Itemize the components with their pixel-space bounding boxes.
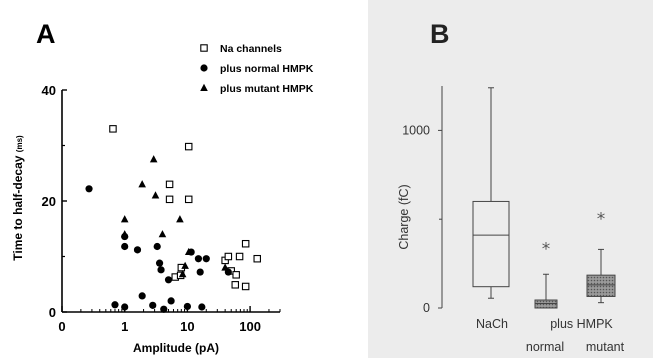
panel-a-letter: A (36, 19, 56, 49)
b-y-tick-label: 0 (423, 301, 430, 315)
legend-label: Na channels (220, 43, 282, 55)
data-point-filled-triangle (151, 191, 160, 199)
x-tick-label: 100 (239, 319, 261, 334)
legend-marker-filled-triangle (200, 83, 208, 91)
data-point-filled-circle (85, 185, 93, 193)
data-point-filled-triangle (184, 247, 193, 256)
data-point-filled-circle (149, 301, 157, 309)
data-point-open-square (241, 282, 250, 291)
data-point-open-square (184, 195, 193, 204)
data-point-open-square (184, 142, 193, 151)
b-category-label: NaCh (476, 317, 508, 331)
x-axis-label: Amplitude (pA) (133, 341, 219, 355)
y-tick-label: 0 (49, 305, 56, 320)
data-point-open-square (253, 254, 261, 263)
data-point-open-square (231, 281, 240, 289)
data-point-filled-circle (160, 305, 168, 313)
box-chart-b: B 0 1000 Charge (fC) * * NaCh plus HMPK normal mu… (397, 19, 625, 354)
data-point-filled-triangle (176, 215, 184, 223)
data-point-filled-circle (155, 259, 164, 267)
scatter-chart-a: A 0 20 40 0 1 10 100 Amplitude (pA) Time to half-… (11, 19, 314, 355)
b-category-label: normal (526, 340, 564, 354)
box-outlier-star: * (597, 209, 606, 229)
b-y-tick-label: 1000 (402, 123, 430, 137)
data-point-filled-triangle (149, 155, 158, 163)
b-group-label: plus HMPK (550, 317, 613, 331)
data-point-filled-circle (138, 292, 146, 300)
legend-label: plus mutant HMPK (220, 83, 314, 95)
x-tick-label: 0 (58, 319, 65, 334)
data-point-filled-circle (183, 302, 191, 311)
data-point-filled-triangle (120, 230, 129, 238)
data-point-filled-triangle (138, 180, 146, 188)
panel-b-letter: B (430, 19, 450, 49)
data-point-filled-circle (164, 276, 173, 284)
y-axis-label: Time to half-decay (ms) (11, 135, 25, 261)
panel-b-background (368, 0, 653, 358)
x-tick-label: 10 (180, 319, 194, 334)
data-point-open-square (109, 125, 117, 133)
data-point-filled-circle (194, 255, 203, 263)
data-point-filled-circle (202, 255, 210, 263)
data-point-filled-circle (121, 303, 129, 311)
data-point-open-square (235, 252, 244, 261)
box-outlier-star: * (542, 240, 551, 260)
data-point-filled-circle (198, 303, 206, 311)
legend-marker-filled-circle (200, 64, 208, 72)
data-point-filled-circle (111, 301, 119, 309)
data-point-open-square (165, 180, 174, 189)
data-point-open-square (165, 195, 174, 204)
legend-marker-open-square (200, 44, 208, 52)
data-point-open-square (224, 252, 233, 261)
box-iqr (472, 200, 510, 288)
data-point-filled-circle (196, 268, 204, 276)
data-point-filled-triangle (221, 263, 229, 271)
data-point-filled-circle (167, 297, 175, 305)
legend-label: plus normal HMPK (220, 63, 314, 75)
y-axis-unit: (ms) (15, 135, 24, 152)
data-point-filled-circle (121, 242, 129, 251)
data-point-open-square (241, 239, 250, 248)
data-point-filled-triangle (158, 230, 167, 238)
b-y-axis-label: Charge (fC) (397, 184, 411, 249)
data-point-filled-circle (153, 242, 161, 251)
y-tick-label: 20 (42, 194, 56, 209)
data-point-filled-triangle (178, 270, 187, 278)
data-point-filled-triangle (181, 261, 189, 269)
y-tick-label: 40 (42, 83, 56, 98)
data-point-open-square (232, 271, 240, 279)
data-point-filled-triangle (120, 215, 129, 223)
data-point-filled-circle (133, 246, 142, 254)
data-point-filled-circle (157, 266, 165, 274)
b-category-label: mutant (586, 340, 625, 354)
box-iqr (586, 274, 616, 297)
x-tick-label: 1 (121, 319, 128, 334)
